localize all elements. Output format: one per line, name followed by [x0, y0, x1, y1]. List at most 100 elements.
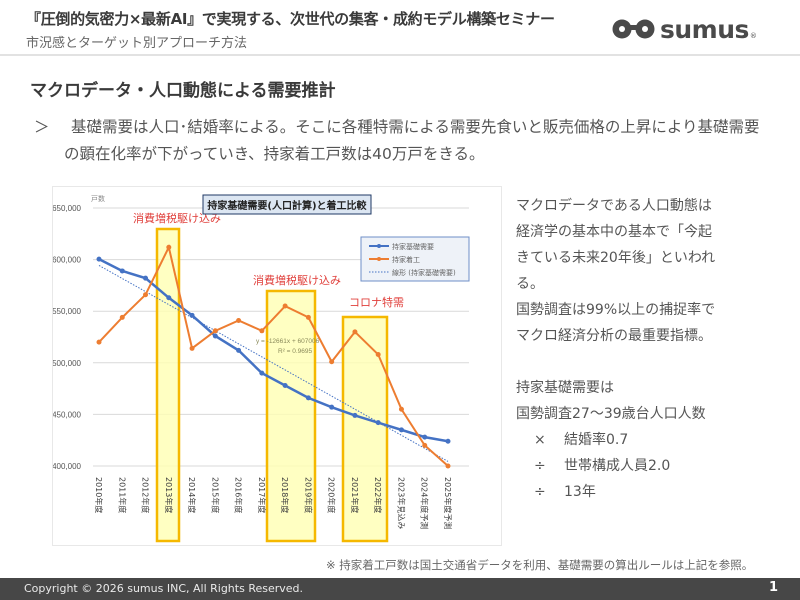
slide-header: 『圧倒的気密力×最新AI』で実現する、次世代の集客・成約モデル構築セミナー 市況…	[0, 0, 800, 56]
data-point	[166, 244, 172, 250]
formula-step: × 結婚率0.7	[516, 427, 786, 453]
data-point	[143, 275, 149, 281]
x-tick-label: 2022年度	[373, 477, 383, 513]
side-line: マクロデータである人口動態は	[516, 198, 712, 214]
data-point	[282, 383, 288, 389]
data-point	[189, 312, 195, 318]
data-point	[352, 412, 358, 418]
formula-step: ÷ 世帯構成人員2.0	[516, 453, 786, 479]
event-annotation: コロナ特需	[349, 295, 404, 309]
chart-title: 持家基礎需要(人口計算)と着工比較	[207, 199, 367, 212]
y-tick-label: 500,000	[53, 359, 82, 368]
data-point	[96, 339, 102, 345]
trend-equation: y = -12661x + 607006	[256, 338, 320, 345]
side-line: 国勢調査は99%以上の捕捉率で	[516, 302, 716, 318]
data-point	[212, 328, 218, 334]
data-point	[119, 314, 125, 320]
data-point	[329, 359, 335, 365]
x-tick-label: 2014年度	[187, 477, 197, 513]
slide-footer: Copyright © 2026 sumus INC, All Rights R…	[0, 578, 800, 600]
x-tick-label: 2020年度	[327, 477, 337, 513]
data-point	[445, 463, 451, 469]
data-point	[143, 292, 149, 298]
x-tick-label: 2019年度	[303, 477, 313, 513]
data-point	[282, 303, 288, 309]
x-tick-label: 2017年度	[257, 477, 267, 513]
data-point	[166, 295, 172, 301]
data-point	[422, 442, 428, 448]
data-point	[305, 395, 311, 401]
data-point	[96, 256, 102, 262]
legend-label: 線形 (持家基礎需要)	[392, 268, 456, 277]
x-tick-label: 2021年度	[350, 477, 360, 513]
x-tick-label: 2024年度予測	[420, 477, 430, 529]
data-point	[422, 434, 428, 440]
data-point	[445, 438, 451, 444]
seminar-subtitle: 市況感とターゲット別アプローチ方法	[26, 36, 248, 51]
y-tick-label: 550,000	[53, 307, 82, 316]
section-title: マクロデータ・人口動態による需要推計	[30, 81, 336, 101]
data-point	[189, 345, 195, 351]
divide-icon: ÷	[534, 484, 546, 500]
y-tick-label: 600,000	[53, 256, 82, 265]
logo-wordmark: sumus	[660, 14, 749, 44]
seminar-title: 『圧倒的気密力×最新AI』で実現する、次世代の集客・成約モデル構築セミナー	[26, 10, 555, 28]
y-tick-label: 450,000	[53, 410, 82, 419]
copyright: Copyright © 2026 sumus INC, All Rights R…	[24, 582, 304, 595]
y-axis-unit: 戸数	[91, 194, 105, 203]
data-point	[398, 406, 404, 412]
x-tick-label: 2023年見込み	[396, 477, 406, 529]
x-tick-label: 2012年度	[141, 477, 151, 513]
registered-mark: ®	[749, 32, 757, 40]
x-tick-label: 2016年度	[234, 477, 244, 513]
x-tick-label: 2013年度	[164, 477, 174, 513]
data-point	[305, 314, 311, 320]
footnote: ※ 持家着工戸数は国土交通省データを利用、基礎需要の算出ルールは上記を参照。	[326, 558, 754, 572]
legend-label: 持家着工	[392, 255, 420, 264]
side-explanation: マクロデータである人口動態は 経済学の基本中の基本で「今起 きている未来20年後…	[516, 193, 786, 505]
data-point	[329, 404, 335, 410]
demand-vs-starts-chart: 400,000 450,000 500,000 550,000 600,000 650,0…	[52, 186, 502, 546]
sumus-logo: sumus ®	[612, 14, 782, 44]
x-tick-label: 2018年度	[280, 477, 290, 513]
chevron-right-icon: ＞	[34, 118, 50, 136]
x-tick-label: 2025年度予測	[443, 477, 453, 529]
data-point	[352, 329, 358, 335]
data-point	[236, 347, 242, 353]
event-annotation: 消費増税駆け込み	[253, 273, 341, 287]
data-point	[212, 333, 218, 339]
y-tick-label: 400,000	[53, 462, 82, 471]
data-point	[375, 352, 381, 358]
side-line: きている未来20年後」といわれ	[516, 250, 716, 266]
page-number: 1	[768, 580, 778, 595]
chart-title-box	[202, 194, 372, 215]
event-highlight	[265, 289, 317, 543]
x-tick-label: 2015年度	[210, 477, 220, 513]
glasses-logo-icon	[612, 19, 655, 39]
data-point	[398, 427, 404, 433]
legend-label: 持家基礎需要	[392, 242, 434, 251]
data-point	[375, 420, 381, 426]
x-tick-label: 2011年度	[117, 477, 127, 513]
lead-text: 基礎需要は人口･結婚率による。そこに各種特需による需要先食いと販売価格の上昇によ…	[64, 118, 760, 163]
data-point	[119, 268, 125, 274]
event-annotation: 消費増税駆け込み	[133, 211, 221, 225]
data-point	[236, 317, 242, 323]
trendline	[98, 265, 449, 462]
trend-r2: R² = 0.9695	[278, 348, 313, 355]
y-tick-label: 650,000	[53, 204, 82, 213]
data-point	[259, 328, 265, 334]
divide-icon: ÷	[534, 458, 546, 474]
x-tick-label: 2010年度	[94, 477, 104, 513]
multiply-icon: ×	[534, 432, 546, 448]
formula-base: 国勢調査27～39歳台人口人数	[516, 406, 706, 422]
lead-paragraph: ＞ 基礎需要は人口･結婚率による。そこに各種特需による需要先食いと販売価格の上昇…	[34, 114, 774, 168]
side-line: マクロ経済分析の最重要指標。	[516, 328, 712, 344]
formula-title: 持家基礎需要は	[516, 380, 614, 396]
side-line: る。	[516, 276, 544, 292]
formula-step: ÷ 13年	[516, 479, 786, 505]
series-line	[98, 244, 449, 467]
series-line	[98, 257, 449, 443]
data-point	[259, 370, 265, 376]
line-chart: 400,000 450,000 500,000 550,000 600,000 650,0…	[53, 194, 470, 543]
